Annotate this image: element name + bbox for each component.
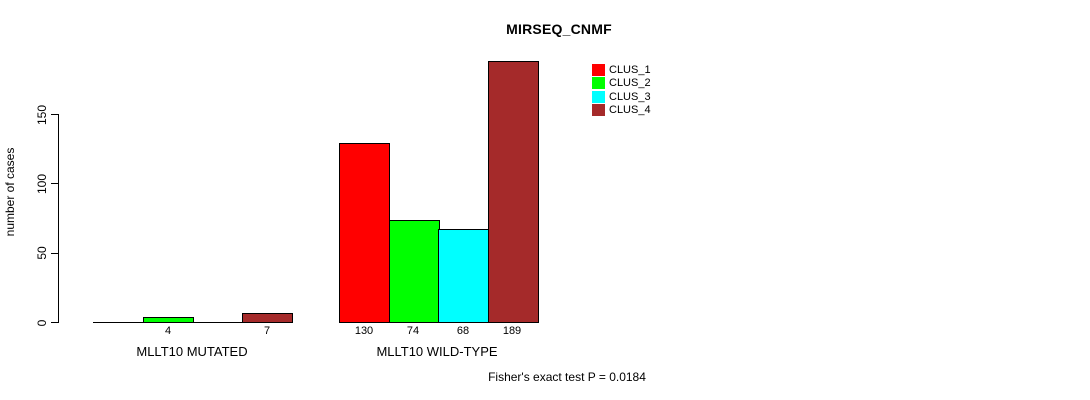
legend-label-clus_2: CLUS_2 (609, 77, 651, 89)
bar-value-clus_2-group-1: 74 (406, 325, 420, 337)
chart-title: MIRSEQ_CNMF (506, 21, 612, 37)
legend-label-clus_4: CLUS_4 (609, 104, 651, 116)
bar-value-clus_4-group-1: 189 (502, 325, 522, 337)
bar-value-clus_1-group-1: 130 (354, 325, 374, 337)
bar-clus_2-group-1 (389, 220, 440, 323)
y-tick-label-100: 100 (35, 173, 49, 194)
y-axis-label: number of cases (3, 147, 17, 237)
bar-clus_1-group-1 (339, 143, 390, 323)
legend-label-clus_3: CLUS_3 (609, 91, 651, 103)
y-tick-mark-0 (51, 322, 58, 323)
bar-clus_4-group-0 (242, 313, 293, 323)
bar-clus_2-group-0 (143, 317, 194, 323)
y-tick-mark-100 (51, 183, 58, 184)
x-category-label-mutated: MLLT10 MUTATED (136, 344, 248, 359)
bar-value-clus_4-group-0: 7 (263, 325, 271, 337)
legend-swatch-clus_4 (592, 104, 605, 116)
legend-swatch-clus_1 (592, 64, 605, 76)
fisher-test-annotation: Fisher's exact test P = 0.0184 (488, 370, 646, 384)
bar-clus_4-group-1 (488, 61, 539, 323)
bar-value-clus_3-group-1: 68 (456, 325, 470, 337)
y-axis-line (58, 114, 59, 323)
legend-swatch-clus_3 (592, 91, 605, 103)
y-tick-mark-50 (51, 253, 58, 254)
bar-value-clus_2-group-0: 4 (164, 325, 172, 337)
y-tick-mark-150 (51, 114, 58, 115)
x-category-label-wild-type: MLLT10 WILD-TYPE (376, 344, 498, 359)
y-tick-label-50: 50 (35, 246, 49, 260)
y-tick-label-0: 0 (35, 319, 49, 326)
bar-clus_3-group-1 (438, 229, 489, 323)
legend-swatch-clus_2 (592, 77, 605, 89)
legend-label-clus_1: CLUS_1 (609, 64, 651, 76)
y-tick-label-150: 150 (35, 104, 49, 125)
